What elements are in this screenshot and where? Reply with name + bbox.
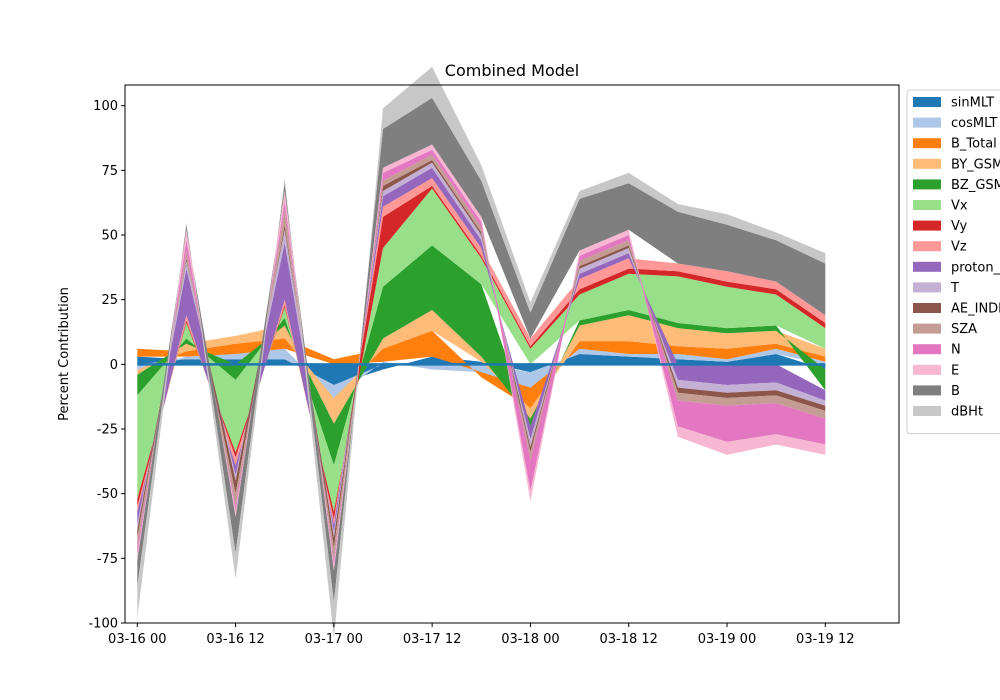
y-tick-label: 75 — [101, 164, 118, 179]
x-tick-label: 03-18 12 — [599, 632, 657, 647]
legend-swatch-b-total — [913, 138, 941, 149]
area-series-vz — [137, 178, 826, 525]
legend-swatch-dbht — [913, 406, 941, 416]
area-series-cosmlt — [137, 348, 826, 398]
legend-swatch-vz — [913, 241, 941, 252]
legend-label-ae-index: AE_INDEX — [951, 302, 1000, 317]
y-axis-label: Percent Contribution — [57, 287, 72, 421]
legend-label-e: E — [951, 363, 959, 378]
y-tick-label: -75 — [97, 552, 118, 567]
legend-swatch-n — [913, 344, 941, 355]
legend-swatch-cosmlt — [913, 117, 941, 128]
area-series-b — [137, 97, 826, 603]
legend-label-t: T — [950, 281, 959, 296]
legend-label-sza: SZA — [951, 322, 977, 337]
chart-title: Combined Model — [445, 61, 579, 80]
area-series-t — [137, 162, 826, 538]
y-tick-label: -25 — [97, 423, 118, 438]
area-series-bz-gsm — [137, 245, 826, 466]
legend-label-cosmlt: cosMLT — [951, 116, 998, 131]
area-series-b-total — [137, 330, 826, 409]
x-tick-label: 03-17 00 — [305, 632, 363, 647]
legend-swatch-sinmlt — [913, 97, 941, 107]
x-axis-ticks: 03-16 00 03-16 12 03-17 00 03-17 12 03-18 00… — [108, 623, 855, 647]
x-tick-label: 03-19 12 — [796, 632, 854, 647]
legend-label-n: N — [951, 343, 961, 358]
x-tick-label: 03-16 00 — [108, 632, 166, 647]
area-series-by-gsm — [137, 310, 826, 424]
legend-swatch-vy — [913, 220, 941, 231]
legend-label-vx: Vx — [951, 199, 968, 214]
y-tick-label: -50 — [97, 487, 118, 502]
legend-swatch-e — [913, 364, 941, 375]
y-tick-label: -100 — [88, 617, 118, 632]
x-tick-label: 03-17 12 — [403, 632, 461, 647]
area-series-sinmlt — [137, 354, 826, 385]
legend-swatch-t — [913, 282, 941, 293]
y-tick-label: 50 — [101, 229, 118, 244]
area-series-proton-density — [137, 167, 826, 533]
legend-label-by-gsm: BY_GSM — [951, 157, 1000, 172]
legend-swatch-by-gsm — [913, 158, 941, 169]
legend-label-sinmlt: sinMLT — [951, 96, 994, 111]
axes-border — [124, 84, 900, 624]
legend: sinMLT cosMLT B_Total BY_GSM BZ_GSM Vx Vy Vz pro… — [906, 89, 1000, 435]
legend-swatch-vx — [913, 200, 941, 210]
legend-swatch-bz-gsm — [913, 179, 941, 190]
axes-frame — [124, 84, 900, 624]
legend-label-bz-gsm: BZ_GSM — [951, 178, 1000, 193]
legend-label-dbht: dBHt — [951, 405, 983, 420]
legend-swatch-b — [913, 385, 941, 396]
x-tick-label: 03-19 00 — [698, 632, 756, 647]
legend-label-vy: Vy — [951, 219, 968, 234]
y-tick-label: 25 — [101, 293, 118, 308]
x-tick-label: 03-18 00 — [501, 632, 559, 647]
legend-label-b-total: B_Total — [951, 137, 997, 152]
y-tick-label: 100 — [93, 99, 118, 114]
area-series-group — [137, 66, 826, 639]
legend-label-b: B — [951, 384, 960, 399]
legend-swatch-sza — [913, 323, 941, 334]
legend-swatch-ae-index — [913, 303, 941, 313]
y-axis-ticks: 100 75 50 25 0 -25 -50 -75 -100 — [88, 99, 125, 632]
legend-label-proton-density: proton_density — [951, 260, 1000, 275]
legend-swatch-proton-density — [913, 261, 941, 272]
y-tick-label: 0 — [110, 358, 118, 373]
x-tick-label: 03-16 12 — [206, 632, 264, 647]
legend-label-vz: Vz — [951, 240, 967, 255]
